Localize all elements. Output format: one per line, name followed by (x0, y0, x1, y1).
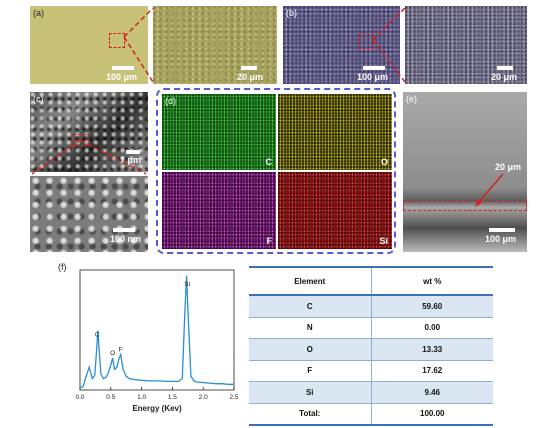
panel-d-eds-frame (156, 88, 396, 254)
element-cell: Si (249, 381, 372, 404)
element-cell: N (249, 317, 372, 339)
x-tick-label: 1.5 (168, 394, 177, 401)
table-row: Si 9.46 (249, 381, 493, 404)
x-tick-label: 2.5 (229, 394, 238, 401)
eds-element-label: C (265, 157, 273, 167)
zoom-region-box (73, 134, 89, 146)
table-row: C 59.60 (249, 295, 493, 318)
x-axis-label: Energy (Kev) (132, 404, 182, 413)
coating-layer-highlight (403, 201, 527, 211)
table-row: Total: 100.00 (249, 403, 493, 426)
wt-percent-cell: 59.60 (371, 295, 493, 318)
wt-percent-cell: 9.46 (371, 381, 493, 404)
peak-label: F (119, 347, 123, 354)
element-cell: O (249, 338, 372, 361)
wt-percent-cell: 17.62 (371, 360, 493, 382)
spectrum-line (79, 275, 234, 389)
panel-e-cross-section-image: (e) 20 μm 100 μm (403, 92, 527, 252)
annotation-arrow-icon (475, 173, 504, 207)
panel-f-label: (f) (58, 262, 67, 272)
wt-percent-cell: 13.33 (371, 338, 493, 361)
element-cell: F (249, 360, 372, 382)
panel-a-optical-image: (a) 100 μm (30, 6, 148, 84)
wt-percent-cell: 0.00 (371, 317, 493, 339)
eds-element-label: Si (379, 236, 388, 246)
zoom-region-box (358, 34, 374, 49)
composition-table: Element wt % C 59.60 N 0.00 O 13.33 F 17… (249, 266, 493, 426)
table-row: N 0.00 (249, 317, 493, 339)
x-tick-label: 2.0 (199, 394, 208, 401)
peak-label: Si (184, 281, 190, 288)
scale-bar-label: 20 μm (237, 72, 264, 82)
x-tick-label: 0.0 (75, 394, 84, 401)
scale-bar-label: 100 μm (357, 72, 389, 82)
panel-f-spectrum: (f) 0.0 0.5 1.0 1.5 2.0 2.5 Energy (Kev) C O F Si (58, 262, 244, 422)
thickness-annotation: 20 μm (495, 162, 522, 172)
scale-bar (363, 66, 385, 70)
scale-bar (126, 150, 140, 154)
table-header-row: Element wt % (249, 266, 493, 296)
scale-bar (497, 66, 513, 70)
scale-bar-label: 100 μm (485, 234, 517, 244)
panel-b-optical-image: (b) 100 μm (283, 6, 400, 84)
wt-percent-cell: 100.00 (371, 403, 493, 426)
peak-label: O (110, 350, 115, 357)
column-header-wt-percent: wt % (371, 266, 493, 296)
zoom-region-box (109, 33, 125, 48)
scale-bar-label: 100 μm (106, 72, 138, 82)
eds-map-carbon: (d) C (162, 94, 276, 170)
column-header-element: Element (249, 266, 372, 296)
eds-map-oxygen: O (278, 94, 392, 170)
scale-bar-label: 100 nm (110, 234, 142, 244)
eds-element-label: O (380, 157, 388, 167)
eds-element-label: F (266, 236, 273, 246)
panel-c-sem-image: (c) 1 μm (30, 92, 148, 172)
panel-c-label: (c) (33, 94, 44, 104)
x-tick-label: 0.5 (106, 394, 115, 401)
panel-c-zoom-sem-image: 100 nm (30, 176, 148, 252)
scale-bar (113, 228, 135, 232)
table-row: O 13.33 (249, 338, 493, 361)
plot-frame (79, 269, 235, 391)
panel-b-label: (b) (286, 8, 297, 18)
element-cell: C (249, 295, 372, 318)
table-row: F 17.62 (249, 360, 493, 382)
element-cell: Total: (249, 403, 372, 426)
spectrum-chart: 0.0 0.5 1.0 1.5 2.0 2.5 Energy (Kev) C O F Si (75, 269, 239, 413)
scale-bar (112, 66, 134, 70)
panel-a-zoom-image: 20 μm (153, 6, 277, 84)
panel-e-label: (e) (406, 94, 417, 104)
scale-bar (241, 66, 257, 70)
panel-b-zoom-image: 20 μm (405, 6, 527, 84)
scale-bar (489, 228, 515, 232)
scale-bar-label: 1 μm (120, 155, 142, 165)
peak-label: C (95, 332, 100, 339)
scale-bar-label: 20 μm (491, 72, 518, 82)
eds-map-silicon: Si (278, 172, 392, 249)
x-tick-label: 1.0 (137, 394, 146, 401)
panel-a-label: (a) (33, 8, 44, 18)
eds-map-fluorine: F (162, 172, 276, 249)
panel-d-label: (d) (165, 96, 176, 106)
